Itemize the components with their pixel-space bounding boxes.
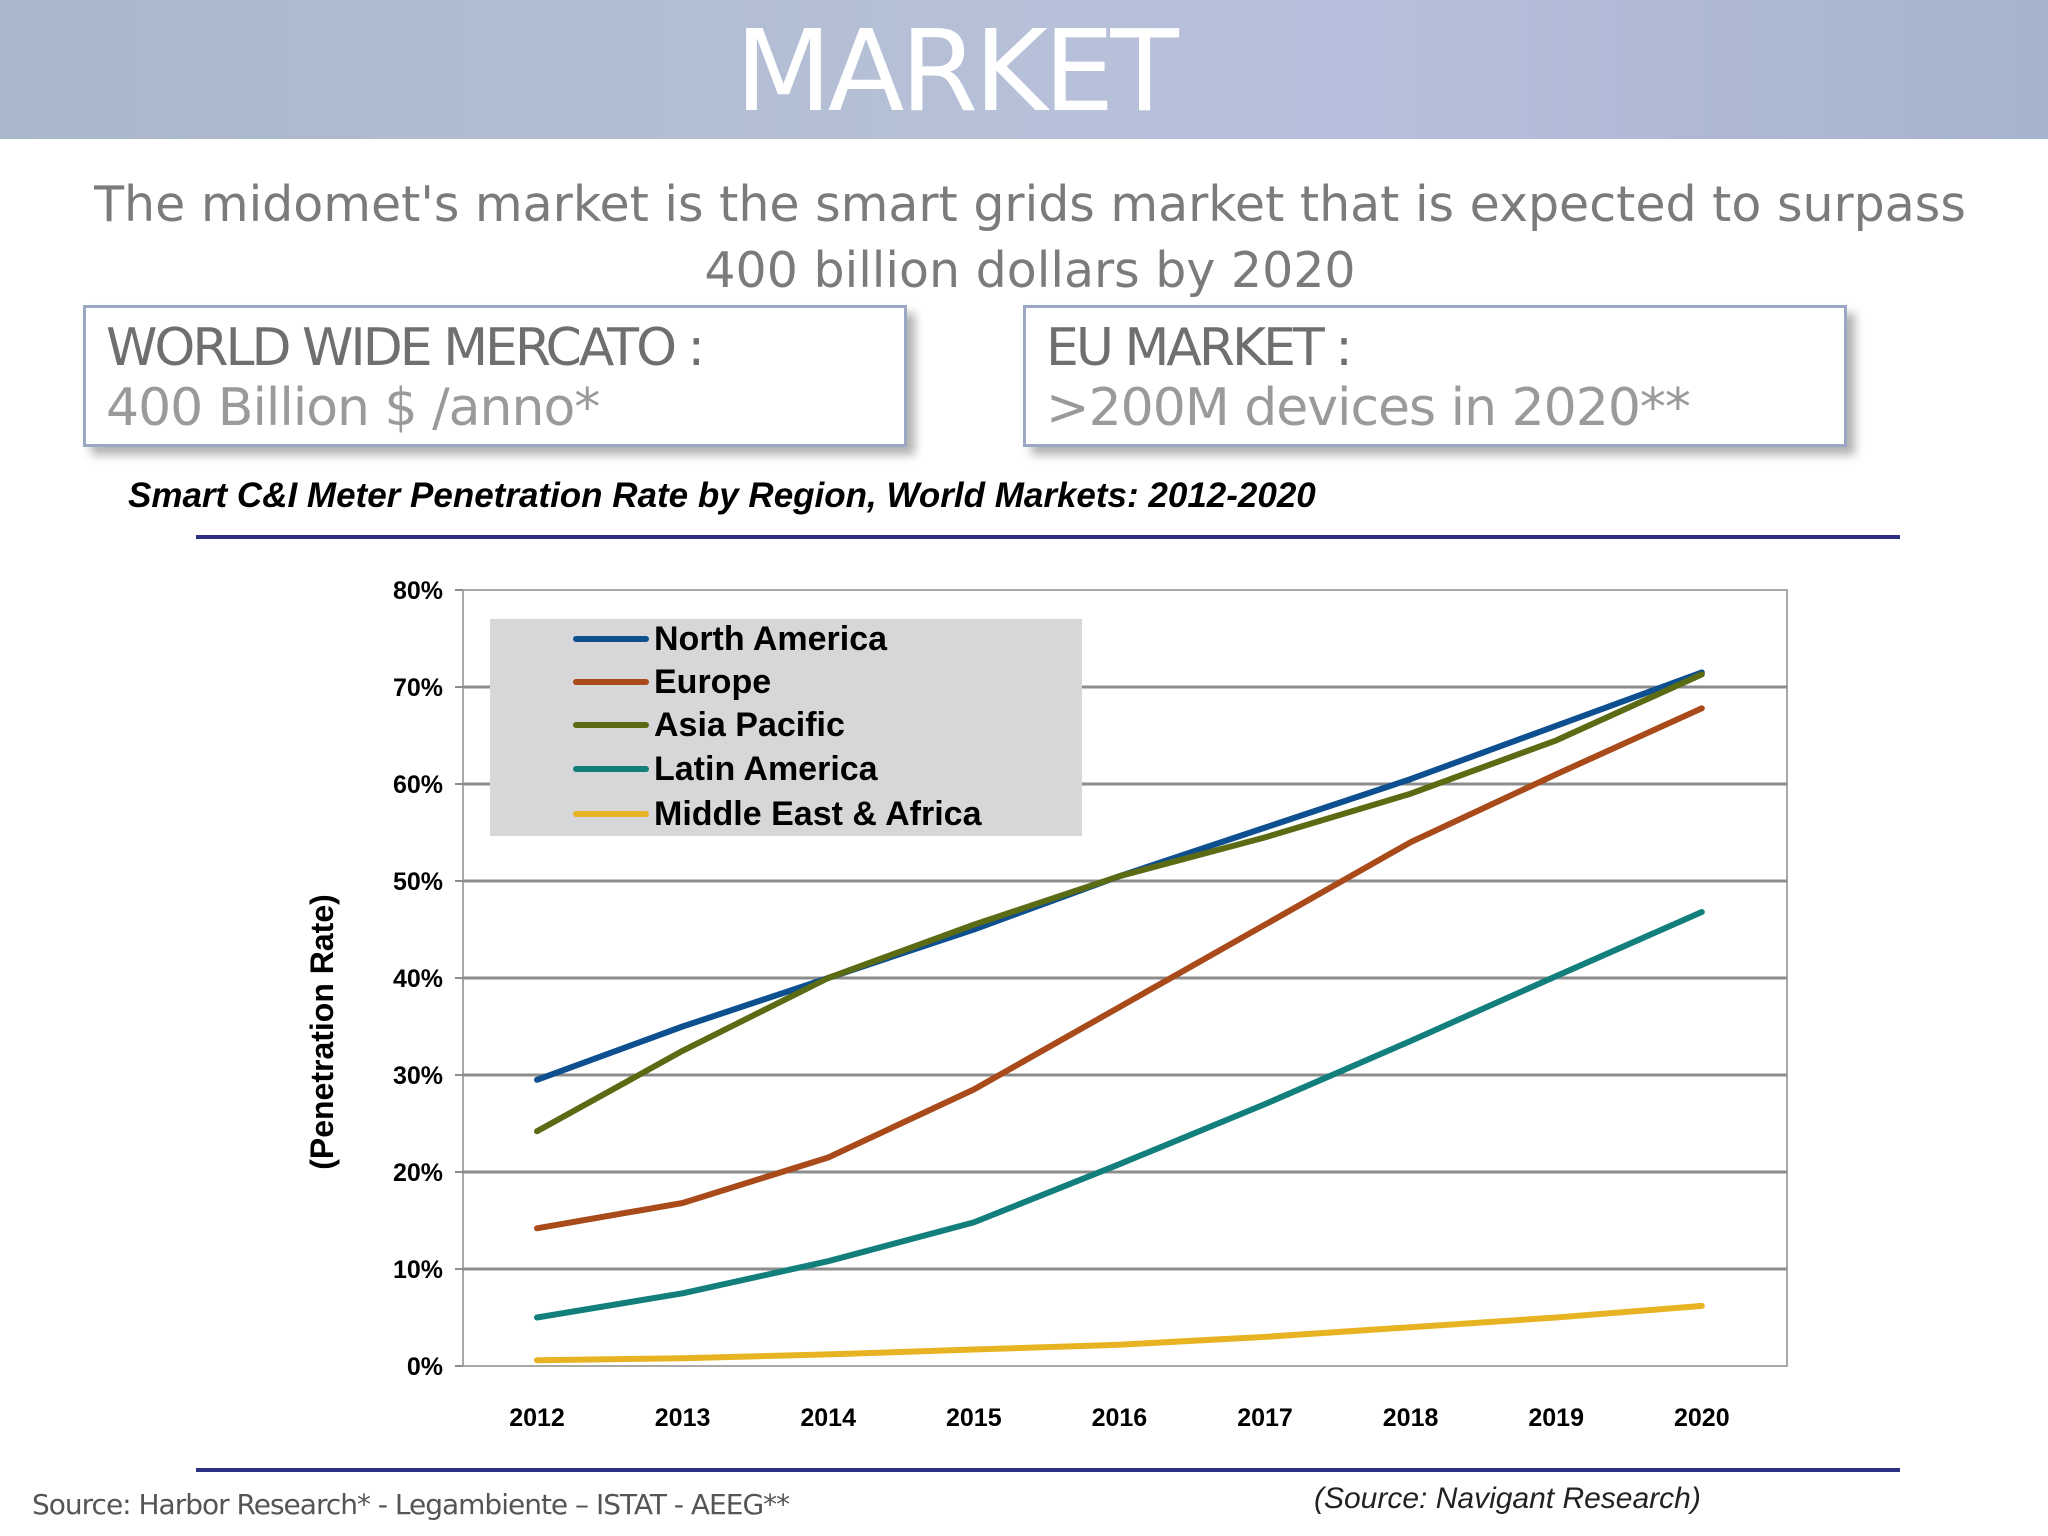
- series-line: [534, 1302, 1705, 1364]
- x-tick-label: 2017: [1237, 1404, 1293, 1432]
- y-tick-label: 30%: [393, 1062, 443, 1090]
- eu-market-value: >200M devices in 2020**: [1046, 378, 1691, 438]
- y-tick-label: 50%: [393, 868, 443, 896]
- chart-top-rule: [196, 535, 1900, 539]
- series-line: [534, 909, 1705, 1321]
- legend: North America Europe Asia Pacific Latin Ame…: [490, 619, 1082, 836]
- source-left: Source: Harbor Research* - Legambiente –…: [32, 1488, 790, 1521]
- x-tick-label: 2012: [509, 1404, 565, 1432]
- x-tick-label: 2019: [1528, 1404, 1584, 1432]
- series-line: [534, 671, 1705, 1135]
- eu-market-box: EU MARKET : >200M devices in 2020**: [1023, 305, 1847, 447]
- legend-label: Middle East & Africa: [654, 795, 983, 833]
- y-tick-label: 20%: [393, 1159, 443, 1187]
- world-wide-market-value: 400 Billion $ /anno*: [106, 378, 600, 438]
- series-line: [534, 705, 1705, 1232]
- eu-market-title: EU MARKET :: [1046, 318, 1353, 378]
- legend-label: Latin America: [654, 750, 879, 788]
- chart-bottom-rule: [196, 1468, 1900, 1472]
- source-right: (Source: Navigant Research): [1314, 1482, 1701, 1515]
- y-tick-label: 0%: [407, 1353, 443, 1381]
- legend-label: North America: [654, 620, 888, 658]
- world-wide-market-box: WORLD WIDE MERCATO : 400 Billion $ /anno…: [83, 305, 907, 447]
- legend-label: Europe: [654, 663, 771, 701]
- x-tick-label: 2016: [1092, 1404, 1148, 1432]
- y-axis-label: (Penetration Rate): [304, 894, 340, 1170]
- chart-title: Smart C&I Meter Penetration Rate by Regi…: [128, 476, 1316, 515]
- series-lines: [534, 669, 1705, 1364]
- header-banner: MARKET: [0, 0, 2048, 139]
- x-tick-label: 2015: [946, 1404, 1002, 1432]
- x-tick-label: 2013: [655, 1404, 711, 1432]
- y-tick-label: 80%: [393, 577, 443, 605]
- market-description: The midomet's market is the smart grids …: [94, 176, 1966, 299]
- x-tick-label: 2020: [1674, 1404, 1730, 1432]
- y-tick-label: 40%: [393, 965, 443, 993]
- legend-label: Asia Pacific: [654, 706, 845, 744]
- page-title: MARKET: [735, 7, 1179, 137]
- y-tick-label: 60%: [393, 771, 443, 799]
- y-tick-label: 10%: [393, 1256, 443, 1284]
- axes: 0% 10% 20% 30% 40% 50% 60% 70% 80% 2012 2013 2014 20…: [393, 577, 1730, 1432]
- world-wide-market-title: WORLD WIDE MERCATO :: [106, 318, 705, 378]
- y-tick-label: 70%: [393, 674, 443, 702]
- x-tick-label: 2014: [800, 1404, 856, 1432]
- x-tick-label: 2018: [1383, 1404, 1439, 1432]
